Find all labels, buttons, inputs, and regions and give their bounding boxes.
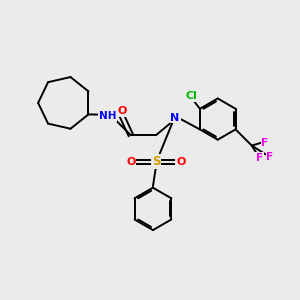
Text: O: O — [126, 157, 136, 167]
Text: O: O — [176, 157, 186, 167]
Text: F: F — [256, 153, 263, 163]
Text: F: F — [266, 152, 274, 162]
Text: S: S — [152, 155, 160, 168]
Text: NH: NH — [99, 111, 116, 121]
Text: O: O — [117, 106, 127, 116]
Text: N: N — [170, 112, 180, 123]
Text: F: F — [262, 138, 268, 148]
Text: Cl: Cl — [186, 92, 198, 101]
